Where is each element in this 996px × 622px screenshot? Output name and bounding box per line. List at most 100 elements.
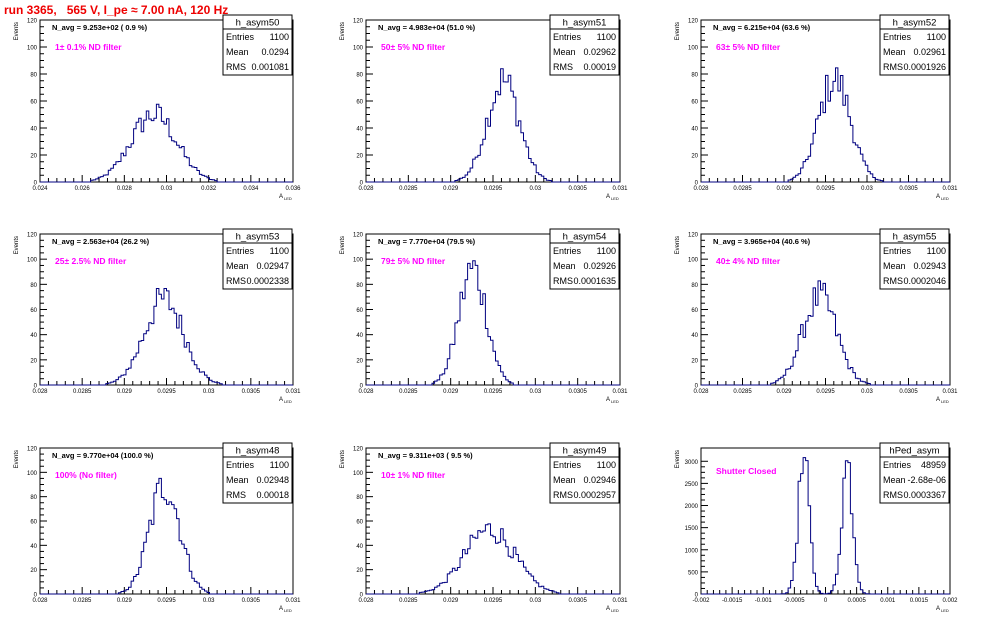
stats-value: 0.0294 [261,47,289,57]
stats-label: RMS [553,490,573,500]
stats-value: 0.0001926 [903,62,946,72]
y-tick-label: 40 [356,127,363,133]
y-tick-label: 20 [691,358,698,364]
stats-box [879,442,950,504]
x-axis-label-sub: LED [941,608,949,613]
y-tick-label: 60 [30,520,37,526]
stats-value: 1100 [270,32,289,42]
x-tick-label: 0.0305 [242,598,261,604]
x-tick-label: 0.029 [443,389,459,395]
stats-value: 0.02943 [913,261,946,271]
x-tick-label: 0.028 [693,186,709,192]
x-tick-label: 0.03 [529,186,541,192]
stats-label: RMS [883,276,903,286]
navg-label: N_avg = 9.770e+04 (100.0 %) [52,451,154,460]
y-tick-label: 80 [691,73,698,79]
stats-label: Entries [226,246,255,256]
filter-note: 40± 4% ND filter [716,256,781,266]
x-tick-label: -0.0015 [722,598,743,604]
x-tick-label: 0.0295 [157,389,176,395]
y-axis-label: Events [340,22,346,40]
x-axis-label-sub: LED [611,608,619,613]
x-axis-label: A [279,397,283,403]
stats-label: Entries [226,460,255,470]
y-tick-label: 0 [360,181,364,187]
filter-note: 63± 5% ND filter [716,42,781,52]
y-tick-label: 100 [688,46,699,52]
y-tick-label: 0 [695,593,699,599]
x-axis-label-sub: LED [284,399,292,404]
y-tick-label: 20 [356,568,363,574]
stats-value: 1100 [597,32,616,42]
panel-h_asym50: 0 20 40 60 80 100 120 0.024 0.026 0.028 0.03 0.032 0… [14,14,301,201]
stats-value: 1100 [597,246,616,256]
y-tick-label: 120 [27,19,38,25]
y-tick-label: 60 [356,308,363,314]
y-tick-label: 100 [27,258,38,264]
x-tick-label: 0.029 [443,598,459,604]
y-axis-label: Events [675,236,681,254]
histogram-name: h_asym52 [893,18,937,29]
y-tick-label: 60 [691,308,698,314]
x-tick-label: 0 [824,598,828,604]
stats-value: 0.0002957 [573,490,616,500]
y-tick-label: 80 [356,73,363,79]
y-tick-label: 3000 [685,460,699,466]
stats-value: 0.02947 [256,261,289,271]
y-axis-label: Events [14,22,20,40]
x-tick-label: 0.036 [285,186,301,192]
stats-label: RMS [553,276,573,286]
panel-h_asym54: 0 20 40 60 80 100 120 0.028 0.0285 0.029 0.0295 0.0… [340,228,628,404]
y-tick-label: 40 [691,333,698,339]
x-tick-label: 0.0015 [910,598,929,604]
x-axis-label-sub: LED [611,196,619,201]
x-tick-label: 0.001 [880,598,896,604]
x-tick-label: 0.032 [201,186,217,192]
y-tick-label: 60 [30,100,37,106]
filter-note: Shutter Closed [716,466,776,476]
histogram-name: hPed_asym [889,446,939,457]
y-tick-label: 120 [353,19,364,25]
y-tick-label: 40 [691,127,698,133]
histogram-line [701,280,950,386]
histogram-name: h_asym54 [563,232,607,243]
x-tick-label: 0.031 [942,389,958,395]
filter-note: 50± 5% ND filter [381,42,446,52]
stats-label: RMS [883,62,903,72]
stats-label: Mean [226,475,249,485]
stats-box [549,442,620,504]
x-axis-label-sub: LED [284,196,292,201]
y-tick-label: 500 [688,570,699,576]
x-tick-label: 0.024 [32,186,48,192]
histogram-name: h_asym50 [236,18,280,29]
y-tick-label: 120 [27,447,38,453]
x-tick-label: 0.03 [161,186,173,192]
x-tick-label: 0.028 [358,598,374,604]
x-tick-label: 0.0305 [568,389,587,395]
stats-label: Entries [883,246,912,256]
x-tick-label: 0.028 [358,186,374,192]
x-tick-label: 0.0285 [399,598,418,604]
x-tick-label: 0.029 [117,389,133,395]
stats-value: 48959 [921,460,946,470]
x-axis-label-sub: LED [941,399,949,404]
stats-value: 0.02926 [583,261,616,271]
y-tick-label: 20 [356,358,363,364]
x-tick-label: 0.029 [443,186,459,192]
stats-box [879,14,950,76]
stats-box [222,442,293,504]
y-tick-label: 20 [30,154,37,160]
x-axis-label-sub: LED [284,608,292,613]
y-tick-label: 120 [688,19,699,25]
x-tick-label: 0.0305 [242,389,261,395]
panel-h_asym49: 0 20 40 60 80 100 120 0.028 0.0285 0.029 0.0295 0.0… [340,442,628,613]
stats-value: 1100 [927,246,946,256]
y-tick-label: 60 [356,520,363,526]
x-axis-label-sub: LED [941,196,949,201]
run-title: run 3365, 565 V, I_pe ≈ 7.00 nA, 120 Hz [4,3,229,17]
x-tick-label: 0.03 [861,389,873,395]
stats-label: Mean [883,261,906,271]
x-tick-label: 0.0285 [399,389,418,395]
stats-label: Mean [883,475,906,485]
